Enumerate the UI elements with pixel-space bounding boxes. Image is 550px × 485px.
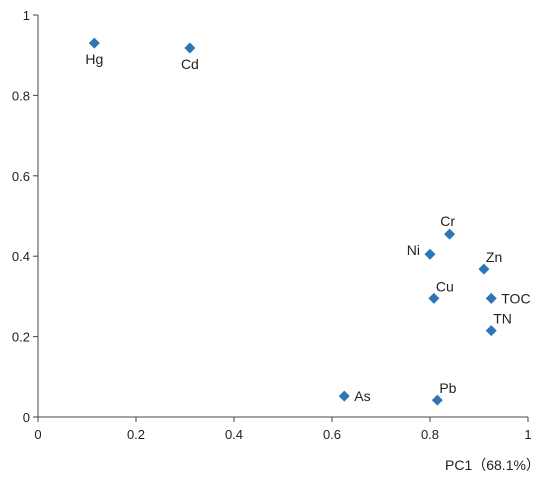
data-point-cu <box>428 292 440 304</box>
x-tick-label: 1 <box>524 427 531 442</box>
point-label-cd: Cd <box>181 56 199 72</box>
y-tick-label: 0.4 <box>12 249 30 264</box>
x-axis-title: PC1（68.1%） <box>445 457 540 473</box>
point-label-ni: Ni <box>407 242 420 258</box>
data-point-toc <box>485 292 497 304</box>
point-label-hg: Hg <box>85 51 103 67</box>
data-point-tn <box>485 325 497 337</box>
point-label-cr: Cr <box>440 213 455 229</box>
point-label-as: As <box>354 388 370 404</box>
y-tick-label: 0.6 <box>12 169 30 184</box>
data-point-cr <box>444 228 456 240</box>
x-tick-label: 0 <box>34 427 41 442</box>
point-label-cu: Cu <box>436 278 454 294</box>
y-tick-label: 0.8 <box>12 88 30 103</box>
point-label-zn: Zn <box>486 249 502 265</box>
data-point-cd <box>184 42 196 54</box>
point-label-pb: Pb <box>439 380 456 396</box>
ticks: 0 0.2 0.4 0.6 0.8 1 0 0.2 0.4 0.6 0.8 1 <box>12 8 532 442</box>
y-tick-label: 0.2 <box>12 330 30 345</box>
x-tick-label: 0.6 <box>323 427 341 442</box>
data-point-zn <box>478 263 490 275</box>
point-label-toc: TOC <box>501 290 530 306</box>
y-tick-label: 0 <box>23 410 30 425</box>
x-tick-label: 0.4 <box>225 427 243 442</box>
point-label-tn: TN <box>493 311 512 327</box>
data-point-ni <box>424 248 436 260</box>
x-tick-label: 0.8 <box>421 427 439 442</box>
axes <box>37 15 528 418</box>
data-points <box>88 37 497 406</box>
y-tick-label: 1 <box>23 8 30 23</box>
data-point-hg <box>88 37 100 49</box>
x-tick-label: 0.2 <box>127 427 145 442</box>
point-labels: Hg Cd Cr Ni Zn Cu TOC TN As Pb <box>85 51 530 404</box>
data-point-as <box>338 390 350 402</box>
data-point-pb <box>431 394 443 406</box>
